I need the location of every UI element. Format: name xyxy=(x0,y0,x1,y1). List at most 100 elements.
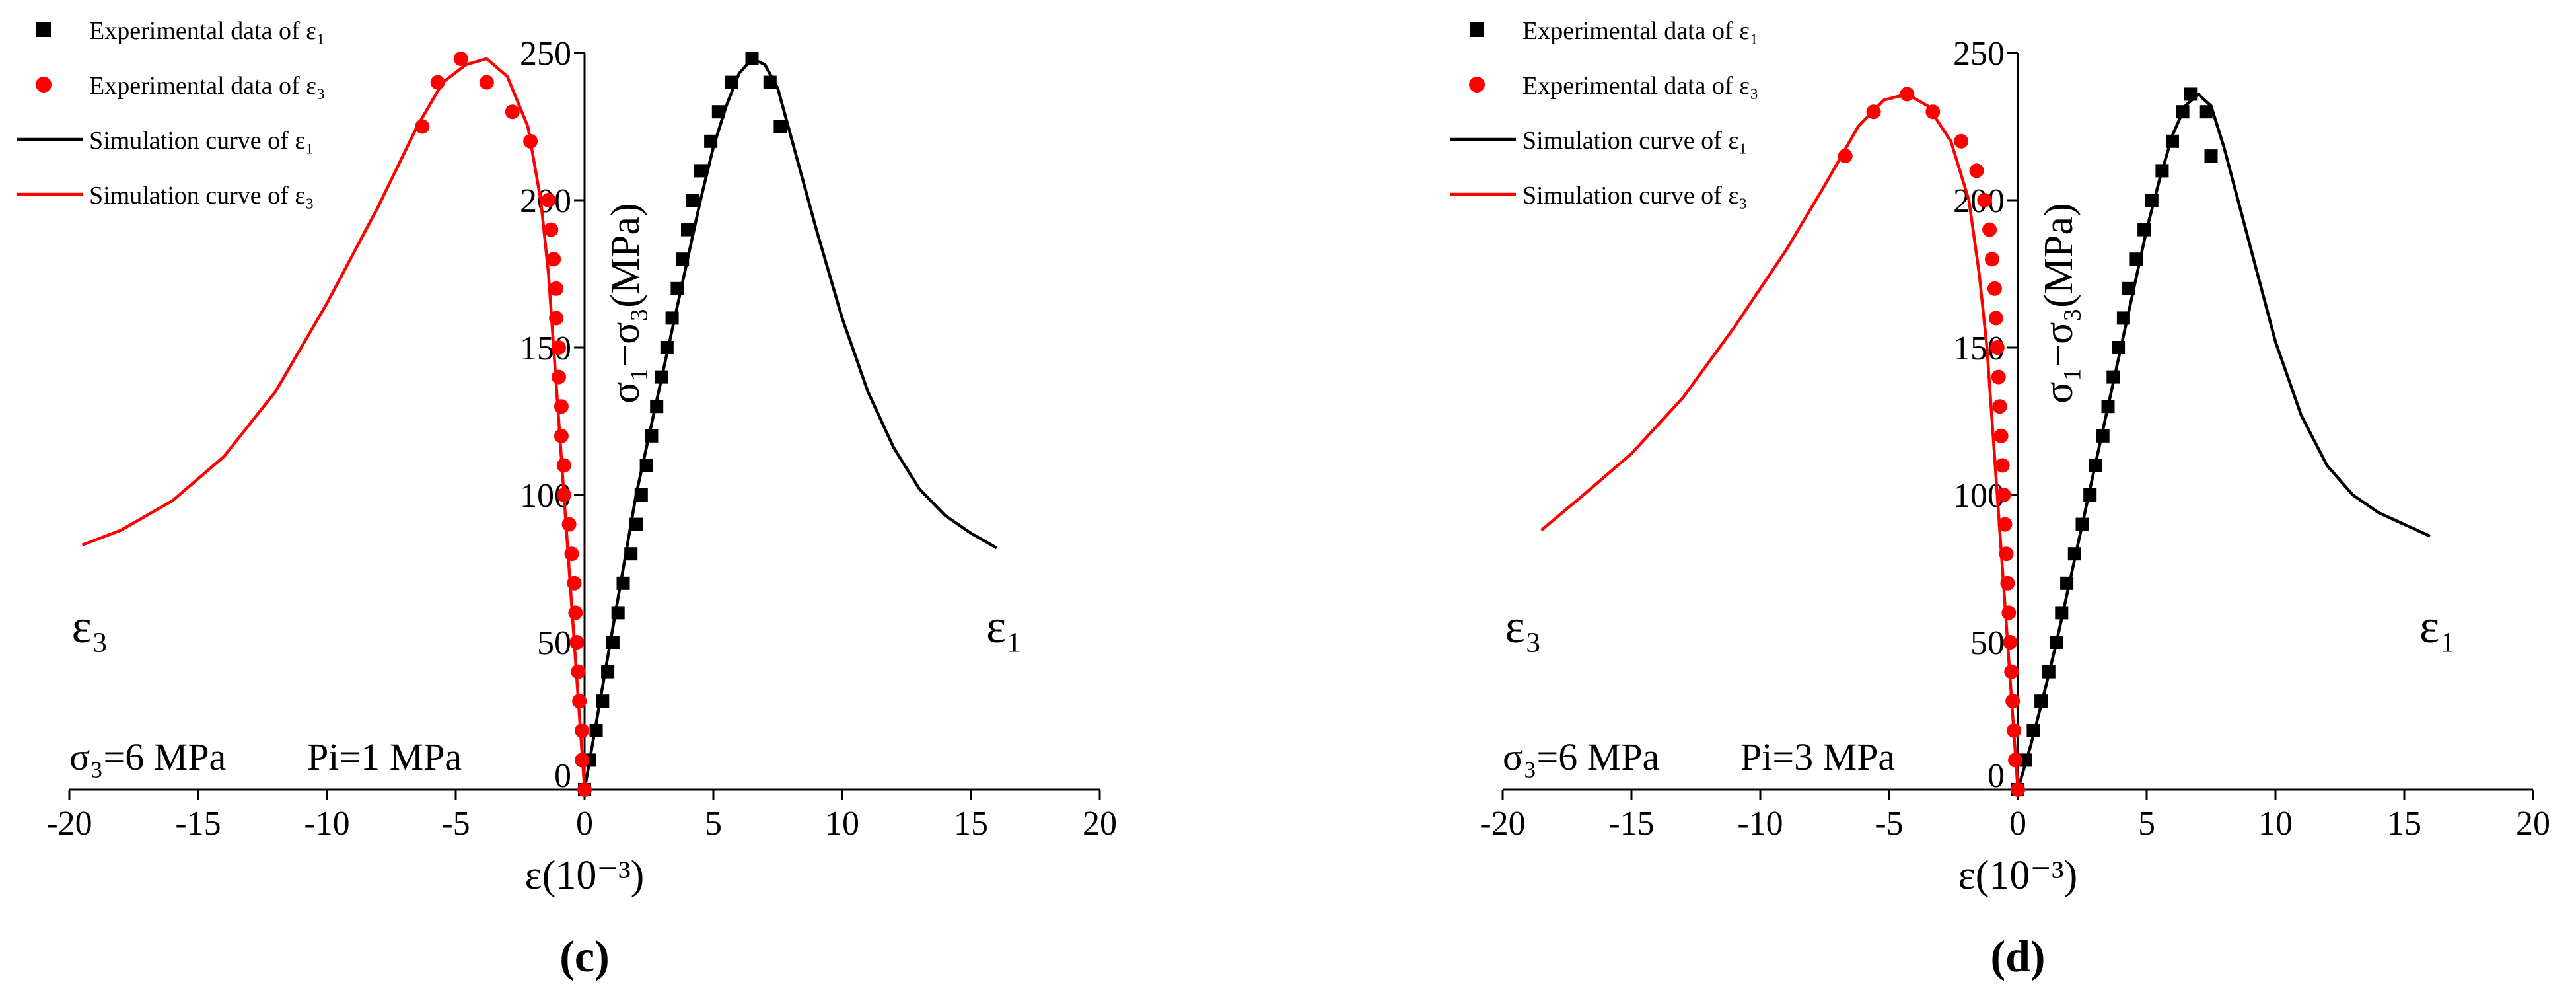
data-point-e1 xyxy=(665,311,679,325)
data-point-e1 xyxy=(2184,87,2198,101)
legend-label: Simulation curve of ε₃ xyxy=(1522,182,1748,209)
simulation-curve-e3 xyxy=(1540,93,2020,790)
x-tick-label: -20 xyxy=(46,805,92,842)
simulation-curve-e1 xyxy=(2016,93,2431,790)
curve-label-e1: ε₁ xyxy=(2419,600,2456,653)
data-point-e1 xyxy=(745,52,759,65)
y-tick-label: 250 xyxy=(1953,35,2005,73)
legend-label: Experimental data of ε₁ xyxy=(1522,17,1758,45)
x-tick-label: -5 xyxy=(441,805,470,842)
data-point-e3 xyxy=(569,635,585,650)
data-point-e1 xyxy=(2199,105,2213,119)
data-point-e3 xyxy=(554,399,569,414)
legend-label: Experimental data of ε₃ xyxy=(89,72,325,100)
data-point-e3 xyxy=(1900,87,1915,102)
data-point-e3 xyxy=(546,252,561,267)
data-point-e1 xyxy=(629,517,643,531)
data-point-e1 xyxy=(2055,606,2069,620)
data-point-e3 xyxy=(1925,104,1941,120)
data-point-e1 xyxy=(2122,281,2135,295)
data-point-e3 xyxy=(1866,104,1881,120)
x-tick-label: 10 xyxy=(2258,805,2293,842)
data-point-e1 xyxy=(725,75,738,89)
chart-panel-c: -20-15-10-505101520050100150200250ε(10⁻³… xyxy=(17,17,1117,981)
y-tick-label: 0 xyxy=(554,757,571,795)
data-point-e1 xyxy=(606,636,620,649)
data-point-e3 xyxy=(554,428,569,443)
legend-label: Simulation curve of ε₃ xyxy=(89,182,314,209)
data-point-e3 xyxy=(2003,635,2018,650)
x-tick-label: 5 xyxy=(705,805,722,842)
legend-marker-circle xyxy=(1469,77,1485,93)
data-point-e3 xyxy=(571,664,586,679)
data-point-e3 xyxy=(1995,458,2010,473)
panel-label: (c) xyxy=(559,931,609,981)
data-point-e1 xyxy=(2116,311,2130,325)
data-point-e1 xyxy=(2034,694,2048,708)
data-point-e3 xyxy=(552,369,566,385)
data-point-e3 xyxy=(544,222,559,237)
data-point-e3 xyxy=(572,694,587,709)
data-point-e3 xyxy=(568,605,583,620)
data-point-e3 xyxy=(2011,782,2025,797)
data-point-e3 xyxy=(1988,311,2003,326)
data-point-e1 xyxy=(655,370,668,384)
data-point-e3 xyxy=(552,340,566,355)
data-point-e3 xyxy=(505,104,520,120)
annotation-sigma3: σ₃=6 MPa xyxy=(1503,735,1659,778)
data-point-e1 xyxy=(2145,194,2159,207)
data-point-e1 xyxy=(650,400,664,414)
chart-panel-d: -20-15-10-505101520050100150200250ε(10⁻³… xyxy=(1450,17,2550,981)
data-point-e1 xyxy=(2042,665,2056,679)
y-tick-label: 50 xyxy=(1970,624,2005,662)
data-point-e3 xyxy=(2005,694,2021,709)
annotation-sigma3: σ₃=6 MPa xyxy=(69,735,226,778)
x-tick-label: -5 xyxy=(1875,805,1903,842)
data-point-e3 xyxy=(2001,605,2017,620)
data-point-e1 xyxy=(670,281,684,295)
data-point-e3 xyxy=(1987,281,2002,296)
x-tick-label: 15 xyxy=(954,805,988,842)
data-point-e3 xyxy=(1991,369,2006,385)
data-point-e1 xyxy=(2155,164,2169,178)
data-point-e3 xyxy=(2007,723,2022,738)
data-point-e1 xyxy=(2112,341,2126,354)
data-point-e1 xyxy=(645,429,659,443)
data-point-e1 xyxy=(676,252,690,266)
x-tick-label: -10 xyxy=(304,805,349,842)
data-point-e3 xyxy=(415,119,430,134)
data-point-e3 xyxy=(564,546,579,562)
data-point-e3 xyxy=(549,311,564,326)
x-tick-label: 15 xyxy=(2387,805,2421,842)
curve-label-e1: ε₁ xyxy=(986,600,1022,653)
legend-label: Simulation curve of ε₁ xyxy=(89,127,314,155)
x-tick-label: 20 xyxy=(1083,805,1117,842)
x-tick-label: -10 xyxy=(1737,805,1783,842)
data-point-e1 xyxy=(686,194,699,207)
data-point-e1 xyxy=(2026,724,2040,737)
data-point-e1 xyxy=(2096,429,2110,443)
data-point-e3 xyxy=(2008,753,2023,768)
data-point-e3 xyxy=(453,51,468,66)
legend-marker-square xyxy=(36,22,51,37)
legend-label: Simulation curve of ε₁ xyxy=(1522,127,1748,155)
data-point-e1 xyxy=(601,665,615,679)
simulation-curve-e3 xyxy=(81,57,587,790)
y-tick-label: 50 xyxy=(537,624,571,662)
data-point-e3 xyxy=(523,133,538,149)
data-point-e1 xyxy=(639,459,653,472)
data-point-e1 xyxy=(773,120,787,133)
data-point-e3 xyxy=(1982,222,1997,237)
x-tick-label: -15 xyxy=(1608,805,1654,842)
data-point-e1 xyxy=(681,223,694,237)
data-point-e1 xyxy=(694,164,707,178)
data-point-e1 xyxy=(616,576,630,590)
data-point-e3 xyxy=(1992,399,2007,414)
data-point-e3 xyxy=(556,458,571,473)
data-point-e1 xyxy=(660,341,674,354)
curve-label-e3: ε₃ xyxy=(72,600,108,653)
data-point-e1 xyxy=(2019,753,2032,767)
data-point-e3 xyxy=(1993,428,2009,443)
simulation-curve-e1 xyxy=(583,57,998,790)
